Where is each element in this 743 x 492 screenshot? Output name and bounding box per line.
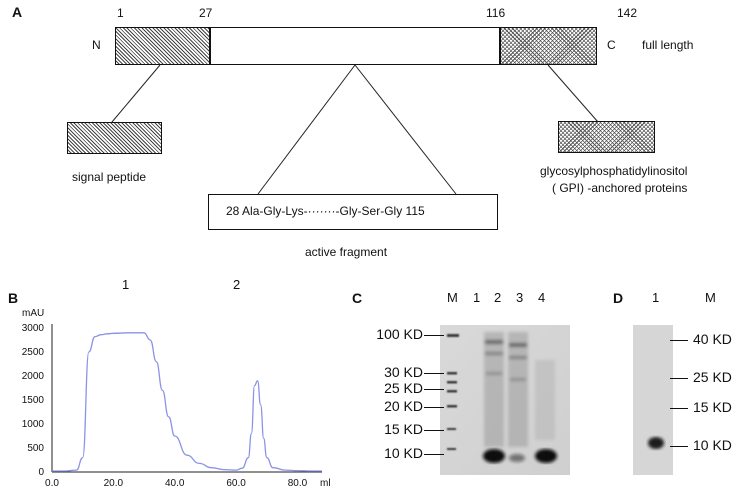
gel-d-tick-15kd	[670, 408, 688, 409]
central-domain	[210, 27, 500, 65]
gel-c-marker-25kd: 25 KD	[384, 380, 423, 396]
signal-peptide-label: signal peptide	[72, 170, 147, 184]
y-tick-label-500: 500	[27, 443, 44, 454]
active-fragment-label: active fragment	[305, 245, 388, 259]
gel-d-marker-40kd: 40 KD	[693, 331, 732, 347]
gel-d-tick-40kd	[670, 340, 688, 341]
c-terminus-label: C	[607, 38, 616, 52]
gel-c-marker-10kd: 10 KD	[384, 445, 423, 461]
gel-d-marker-15kd: 15 KD	[693, 399, 732, 415]
y-tick-label-2500: 2500	[22, 347, 45, 358]
gel-c-tick-15kd	[424, 430, 444, 431]
position-142-label: 142	[617, 6, 638, 20]
x-tick-label-60-0: 60.0	[226, 478, 246, 489]
panel-c-letter: C	[352, 290, 363, 306]
gel-d-marker-25kd: 25 KD	[693, 369, 732, 385]
gpi-label-line2: ( GPI) -anchored proteins	[552, 181, 688, 195]
x-tick-label-20-0: 20.0	[104, 478, 124, 489]
gel-d-tick-10kd	[670, 446, 688, 447]
gpi-anchor-domain	[500, 27, 597, 65]
gel-d-tick-25kd	[670, 378, 688, 379]
gpi-anchor-box	[558, 121, 655, 153]
signal-peptide-domain	[115, 27, 210, 65]
gel-c-marker-20kd: 20 KD	[384, 398, 423, 414]
lane-c-m: M	[447, 290, 458, 305]
gel-c-tick-10kd	[424, 454, 444, 455]
gel-d-marker-10kd: 10 KD	[693, 437, 732, 453]
panel-d-letter: D	[613, 290, 624, 306]
position-1-label: 1	[117, 6, 124, 20]
full-length-label: full length	[642, 38, 694, 52]
x-tick-label-80-0: 80.0	[288, 478, 308, 489]
x-axis-unit: ml	[320, 478, 331, 489]
gel-c-marker-30kd: 30 KD	[384, 364, 423, 380]
signal-peptide-box	[67, 122, 162, 154]
peak-1-label: 1	[122, 277, 130, 292]
lane-c-2: 2	[494, 290, 502, 305]
lane-d-1: 1	[652, 290, 660, 305]
gel-c-tick-25kd	[424, 389, 444, 390]
y-tick-label-0: 0	[38, 467, 44, 478]
y-axis-unit: mAU	[22, 308, 45, 319]
n-terminus-label: N	[92, 38, 101, 52]
lane-c-3: 3	[516, 290, 524, 305]
lane-c-1: 1	[473, 290, 481, 305]
peak-2-label: 2	[233, 277, 241, 292]
y-tick-label-1000: 1000	[22, 419, 45, 430]
gel-c-tick-20kd	[424, 407, 444, 408]
chromatogram-series-line	[52, 332, 322, 472]
panel-b-letter: B	[8, 290, 19, 306]
position-116-label: 116	[486, 6, 506, 20]
lane-d-m: M	[705, 290, 716, 305]
y-tick-label-2000: 2000	[22, 371, 45, 382]
position-27-label: 27	[199, 6, 213, 20]
gel-c-tick-100kd	[424, 335, 444, 336]
panel-a-letter: A	[12, 4, 23, 20]
active-fragment-sequence: 28 Ala-Gly-Lys-·······-Gly-Ser-Gly 115	[226, 204, 425, 218]
lane-c-4: 4	[538, 290, 546, 305]
y-tick-label-3000: 3000	[22, 323, 45, 334]
active-fragment-box	[208, 194, 498, 230]
gel-c-marker-15kd: 15 KD	[384, 421, 423, 437]
y-tick-label-1500: 1500	[22, 395, 45, 406]
x-tick-label-0-0: 0.0	[45, 478, 59, 489]
gel-c-marker-100kd: 100 KD	[376, 326, 423, 342]
gpi-label-line1: glycosylphosphatidylinositol	[540, 164, 688, 178]
x-tick-label-40-0: 40.0	[165, 478, 185, 489]
gel-c-tick-30kd	[424, 373, 444, 374]
